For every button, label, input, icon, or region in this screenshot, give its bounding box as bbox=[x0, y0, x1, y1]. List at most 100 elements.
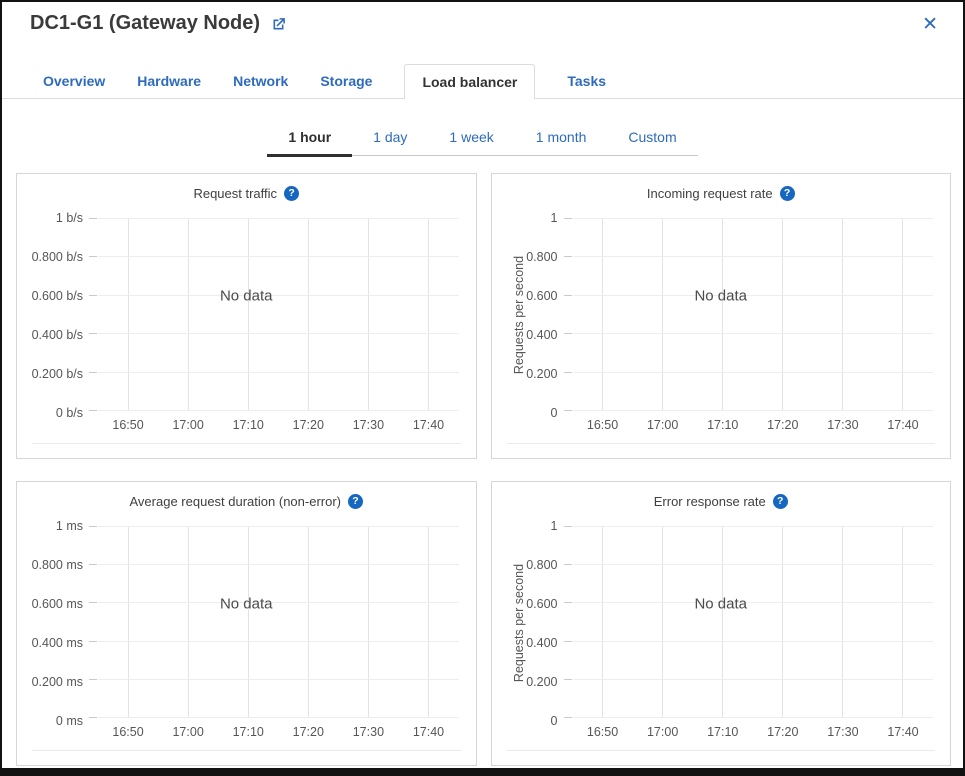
x-tick-label: 17:40 bbox=[887, 725, 919, 739]
y-tick-label: 0.200 ms bbox=[31, 675, 83, 689]
y-tick-label: 0.800 ms bbox=[31, 558, 83, 572]
y-tick-label: 0 ms bbox=[55, 714, 83, 728]
y-tick-label: 0.400 b/s bbox=[31, 328, 83, 342]
x-tick-label: 16:50 bbox=[586, 418, 619, 432]
x-tick-label: 17:10 bbox=[707, 418, 739, 432]
charts-grid: Request traffic ? 1 b/s 0.800 b/s 0.600 … bbox=[16, 173, 951, 766]
y-axis-ticks bbox=[89, 526, 97, 718]
help-icon[interactable]: ? bbox=[284, 186, 300, 201]
tab-network[interactable]: Network bbox=[233, 73, 289, 89]
help-icon[interactable]: ? bbox=[779, 186, 795, 201]
chart-plot: 16:50 17:00 17:10 17:20 17:30 17:40 bbox=[572, 526, 933, 739]
y-tick-label: 1 bbox=[550, 519, 558, 533]
time-range-bar: 1 hour 1 day 1 week 1 month Custom bbox=[2, 121, 963, 157]
tab-bar: Overview Hardware Network Storage Load b… bbox=[2, 64, 963, 99]
time-range-1-day[interactable]: 1 day bbox=[373, 129, 408, 145]
y-tick-label: 0 b/s bbox=[55, 406, 83, 420]
external-link-icon[interactable] bbox=[270, 16, 287, 33]
time-range-group: 1 hour 1 day 1 week 1 month Custom bbox=[267, 121, 698, 157]
time-range-custom[interactable]: Custom bbox=[628, 129, 677, 145]
panel-divider bbox=[506, 443, 935, 444]
chart-title-row: Error response rate ? bbox=[492, 494, 951, 509]
x-tick-label: 17:40 bbox=[887, 418, 919, 432]
x-tick-label: 16:50 bbox=[112, 418, 144, 432]
chart-plot: 16:50 17:00 17:10 17:20 17:30 17:40 bbox=[98, 526, 459, 739]
x-tick-label: 17:00 bbox=[172, 418, 204, 432]
panel-divider bbox=[506, 750, 935, 751]
time-range-1-week[interactable]: 1 week bbox=[449, 129, 494, 145]
x-tick-label: 17:20 bbox=[292, 418, 324, 432]
y-tick-label: 0.600 b/s bbox=[31, 289, 83, 303]
tab-hardware[interactable]: Hardware bbox=[137, 73, 202, 89]
y-tick-label: 0 bbox=[550, 406, 558, 420]
y-tick-label: 1 bbox=[550, 211, 558, 225]
y-tick-label: 0.800 bbox=[526, 558, 558, 572]
x-tick-label: 17:30 bbox=[827, 418, 859, 432]
header: DC1-G1 (Gateway Node) ✕ bbox=[2, 2, 963, 64]
y-tick-label: 1 b/s bbox=[55, 211, 83, 225]
y-axis-ticks bbox=[563, 218, 572, 411]
y-tick-label: 0.200 b/s bbox=[31, 367, 83, 381]
chart-title: Incoming request rate bbox=[646, 186, 773, 201]
x-tick-label: 17:40 bbox=[412, 418, 445, 432]
y-tick-label: 0.400 bbox=[526, 636, 558, 650]
chart-title: Error response rate bbox=[653, 494, 766, 509]
x-tick-label: 17:30 bbox=[827, 725, 859, 739]
no-data-message: No data bbox=[219, 287, 273, 305]
y-tick-label: 0.800 b/s bbox=[31, 250, 83, 264]
y-tick-label: 0.200 bbox=[526, 675, 558, 689]
x-tick-label: 17:20 bbox=[292, 725, 324, 739]
tab-storage[interactable]: Storage bbox=[320, 73, 373, 89]
y-axis-ticks bbox=[563, 526, 572, 718]
x-tick-label: 16:50 bbox=[112, 725, 144, 739]
chart-panel-request-traffic: Request traffic ? 1 b/s 0.800 b/s 0.600 … bbox=[16, 173, 477, 459]
x-tick-label: 17:10 bbox=[707, 725, 739, 739]
y-tick-label: 0.600 bbox=[526, 289, 558, 303]
y-axis-label: Requests per second bbox=[511, 563, 526, 683]
chart-title-row: Incoming request rate ? bbox=[492, 186, 951, 201]
y-tick-label: 0.600 bbox=[526, 597, 558, 611]
page-title: DC1-G1 (Gateway Node) bbox=[30, 12, 287, 35]
chart-title-row: Request traffic ? bbox=[17, 186, 476, 201]
panel-divider bbox=[32, 750, 461, 751]
y-tick-label: 0.800 bbox=[526, 250, 558, 264]
y-axis-ticks bbox=[89, 218, 97, 411]
help-icon[interactable]: ? bbox=[772, 494, 788, 509]
x-tick-label: 17:00 bbox=[646, 725, 679, 739]
chart-panel-average-request-duration: Average request duration (non-error) ? 1… bbox=[16, 481, 477, 766]
y-tick-label: 0.400 ms bbox=[31, 636, 83, 650]
panel-divider bbox=[32, 443, 461, 444]
time-range-1-month[interactable]: 1 month bbox=[535, 129, 587, 145]
y-tick-label: 1 ms bbox=[55, 519, 83, 533]
help-icon[interactable]: ? bbox=[348, 494, 363, 509]
y-tick-label: 0.600 ms bbox=[31, 597, 83, 611]
x-tick-label: 17:20 bbox=[767, 725, 799, 739]
no-data-message: No data bbox=[694, 595, 748, 613]
no-data-message: No data bbox=[219, 595, 273, 613]
y-axis-label: Requests per second bbox=[511, 255, 526, 375]
x-tick-label: 17:00 bbox=[172, 725, 204, 739]
y-tick-label: 0.200 bbox=[526, 367, 558, 381]
chart-title: Average request duration (non-error) bbox=[129, 494, 342, 509]
x-tick-label: 17:30 bbox=[352, 418, 385, 432]
time-range-1-hour[interactable]: 1 hour bbox=[267, 121, 353, 157]
chart-panel-incoming-request-rate: Incoming request rate ? Requests per sec… bbox=[490, 173, 951, 459]
chart-plot: 16:50 17:00 17:10 17:20 17:30 17:40 bbox=[98, 218, 459, 432]
chart-title-row: Average request duration (non-error) ? bbox=[17, 494, 476, 509]
page-title-text: DC1-G1 (Gateway Node) bbox=[30, 12, 261, 34]
x-tick-label: 17:40 bbox=[412, 725, 445, 739]
chart-plot: 16:50 17:00 17:10 17:20 17:30 17:40 bbox=[572, 218, 933, 432]
chart-title: Request traffic bbox=[193, 186, 278, 201]
tab-tasks[interactable]: Tasks bbox=[567, 73, 607, 89]
tab-load-balancer[interactable]: Load balancer bbox=[404, 64, 536, 99]
x-tick-label: 17:10 bbox=[232, 725, 264, 739]
x-tick-label: 17:20 bbox=[767, 418, 799, 432]
tab-overview[interactable]: Overview bbox=[43, 73, 106, 89]
y-tick-label: 0.400 bbox=[526, 328, 558, 342]
y-tick-label: 0 bbox=[550, 714, 558, 728]
x-tick-label: 17:10 bbox=[232, 418, 264, 432]
x-tick-label: 17:00 bbox=[646, 418, 679, 432]
no-data-message: No data bbox=[694, 287, 748, 305]
close-icon[interactable]: ✕ bbox=[922, 14, 938, 35]
